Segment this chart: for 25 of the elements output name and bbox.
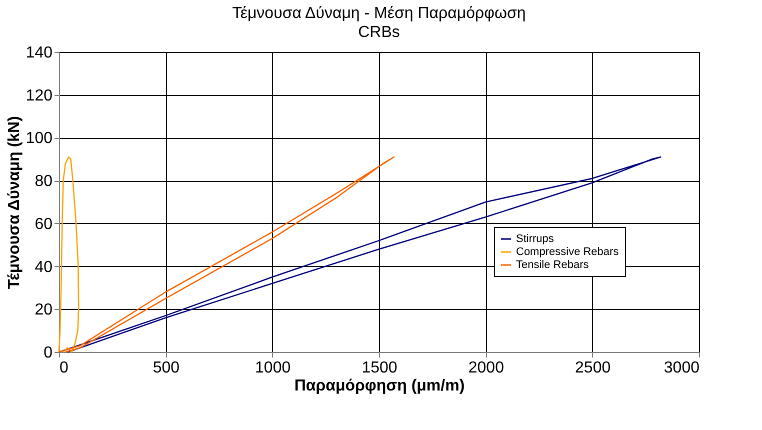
y-tick-label: 120 [26, 87, 53, 104]
x-axis-title: Παραμόρφηση (μm/m) [294, 378, 465, 394]
chart-title: Τέμνουσα Δύναμη - Μέση Παραμόρφωση [232, 5, 526, 22]
y-tick-label: 0 [44, 344, 53, 362]
x-tick-label: 1000 [255, 360, 291, 376]
y-tick-label: 80 [34, 173, 53, 190]
line-series [58, 156, 662, 353]
x-tick-label: 2000 [468, 360, 504, 376]
y-tick-label: 60 [34, 216, 53, 233]
x-tick-label: 500 [152, 360, 180, 376]
line-series [58, 156, 80, 353]
x-tick-label: 3000 [664, 360, 700, 376]
legend-label: Tensile Rebars [516, 259, 590, 271]
y-axis-title: Τέμνουσα Δύναμη (kN) [6, 116, 23, 289]
y-tick-label: 100 [26, 130, 53, 148]
legend-label: Stirrups [516, 233, 554, 245]
y-tick-label: 140 [26, 44, 53, 62]
x-tick-label: 1500 [362, 360, 398, 376]
y-tick-label: 40 [34, 258, 53, 276]
legend-label: Compressive Rebars [516, 246, 620, 258]
x-tick-label: 0 [60, 360, 68, 376]
chart-subtitle: CRBs [358, 24, 400, 41]
line-series [58, 156, 395, 353]
y-tick-label: 20 [34, 302, 53, 319]
x-tick-label: 2500 [575, 360, 611, 376]
